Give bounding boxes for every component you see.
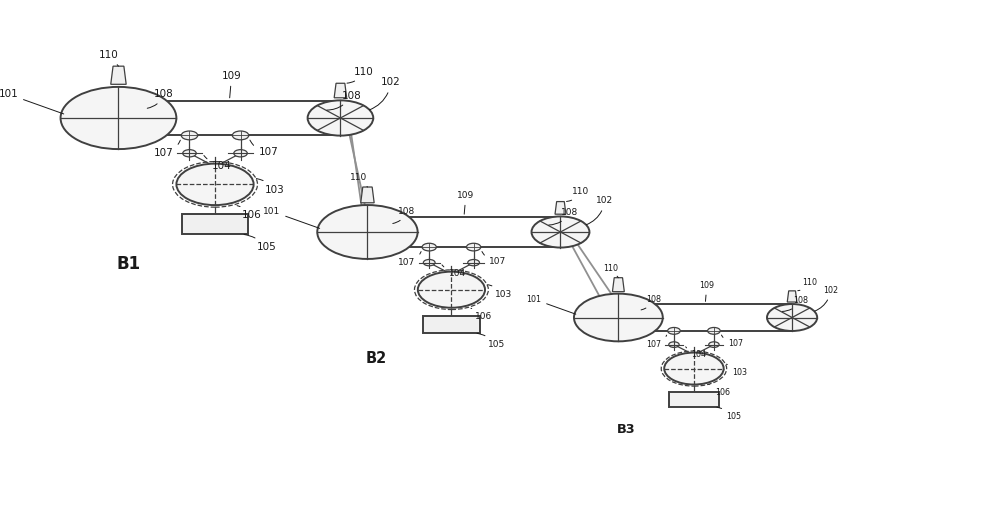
Text: 107: 107 bbox=[398, 252, 421, 267]
Circle shape bbox=[668, 328, 680, 334]
Polygon shape bbox=[612, 278, 624, 292]
Circle shape bbox=[61, 87, 176, 149]
Text: 104: 104 bbox=[686, 347, 706, 359]
Text: 101: 101 bbox=[526, 295, 576, 314]
Text: B3: B3 bbox=[616, 423, 635, 436]
Circle shape bbox=[317, 205, 418, 259]
Text: 109: 109 bbox=[222, 71, 241, 98]
Text: 109: 109 bbox=[699, 280, 714, 301]
Circle shape bbox=[466, 243, 481, 251]
Text: 108: 108 bbox=[641, 295, 661, 310]
Polygon shape bbox=[334, 83, 347, 98]
Text: 103: 103 bbox=[488, 284, 512, 299]
Text: 107: 107 bbox=[250, 140, 278, 157]
Text: 107: 107 bbox=[482, 252, 506, 266]
Bar bbox=[669, 392, 719, 407]
Circle shape bbox=[176, 164, 254, 205]
Text: 104: 104 bbox=[204, 155, 232, 171]
Text: 101: 101 bbox=[0, 89, 64, 114]
Circle shape bbox=[308, 101, 373, 135]
Text: 110: 110 bbox=[350, 172, 368, 187]
Circle shape bbox=[181, 131, 198, 140]
Text: 102: 102 bbox=[586, 196, 613, 225]
Circle shape bbox=[234, 150, 247, 157]
Text: 110: 110 bbox=[567, 187, 589, 202]
Text: 105: 105 bbox=[717, 407, 741, 421]
Circle shape bbox=[468, 259, 479, 266]
Circle shape bbox=[418, 271, 485, 308]
Text: B2: B2 bbox=[365, 351, 386, 366]
Bar bbox=[423, 316, 480, 333]
Polygon shape bbox=[787, 291, 797, 302]
Text: 106: 106 bbox=[237, 206, 262, 220]
Text: 101: 101 bbox=[263, 207, 320, 228]
Text: 102: 102 bbox=[815, 286, 838, 311]
Text: 109: 109 bbox=[457, 191, 474, 214]
Circle shape bbox=[423, 259, 435, 266]
Text: 108: 108 bbox=[147, 89, 174, 108]
Text: 110: 110 bbox=[347, 67, 374, 83]
Circle shape bbox=[183, 150, 196, 157]
Circle shape bbox=[532, 216, 589, 247]
Text: 110: 110 bbox=[603, 265, 618, 278]
Text: 110: 110 bbox=[798, 278, 817, 291]
Text: 110: 110 bbox=[99, 50, 119, 66]
Text: 106: 106 bbox=[471, 308, 492, 321]
Text: 108: 108 bbox=[549, 208, 578, 225]
Text: 108: 108 bbox=[327, 91, 361, 110]
Text: 107: 107 bbox=[721, 335, 743, 348]
Circle shape bbox=[422, 243, 436, 251]
Text: 104: 104 bbox=[442, 265, 466, 278]
Circle shape bbox=[232, 131, 249, 140]
Circle shape bbox=[767, 304, 817, 331]
Circle shape bbox=[664, 353, 724, 384]
Text: B1: B1 bbox=[116, 255, 140, 273]
Polygon shape bbox=[555, 202, 566, 214]
Text: 107: 107 bbox=[154, 140, 180, 158]
Text: 108: 108 bbox=[782, 296, 808, 312]
Text: 103: 103 bbox=[256, 179, 285, 194]
Text: 107: 107 bbox=[647, 335, 667, 349]
Text: 103: 103 bbox=[726, 364, 748, 377]
Polygon shape bbox=[361, 187, 374, 203]
Text: 105: 105 bbox=[477, 333, 505, 349]
Circle shape bbox=[708, 328, 720, 334]
Circle shape bbox=[574, 294, 663, 341]
Polygon shape bbox=[111, 66, 126, 84]
Text: 102: 102 bbox=[369, 78, 401, 110]
Text: 106: 106 bbox=[709, 384, 730, 397]
Text: 105: 105 bbox=[244, 234, 276, 252]
Text: 108: 108 bbox=[393, 207, 416, 224]
Circle shape bbox=[669, 342, 679, 348]
Circle shape bbox=[709, 342, 719, 348]
Bar bbox=[182, 215, 248, 234]
